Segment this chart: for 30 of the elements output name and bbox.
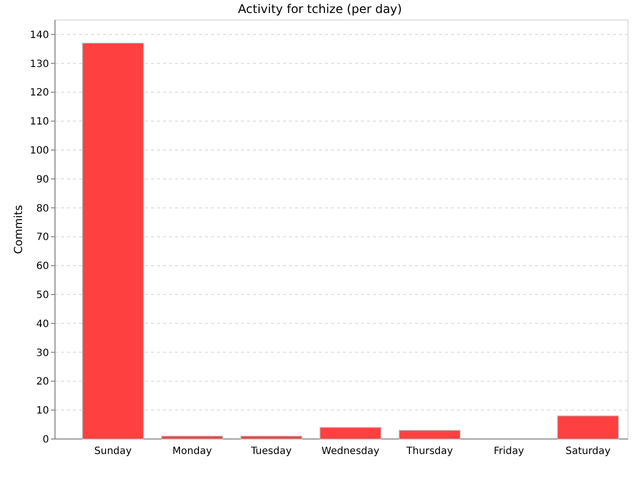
y-tick-label: 140 (30, 30, 49, 41)
bar (161, 436, 224, 440)
y-tick-label: 90 (36, 174, 49, 186)
y-tick-label: 130 (30, 58, 49, 70)
x-tick-label: Friday (494, 446, 524, 457)
bar (82, 42, 144, 440)
y-tick-label: 50 (36, 290, 49, 302)
bar (240, 436, 302, 440)
y-tick-label: 60 (36, 261, 49, 272)
x-tick-label: Wednesday (322, 446, 380, 457)
x-tick-label: Monday (172, 446, 212, 457)
x-tick-label: Thursday (405, 446, 454, 457)
y-axis-title: Commits (12, 204, 25, 254)
y-tick-label: 0 (42, 434, 49, 446)
y-tick-label: 120 (30, 88, 49, 99)
y-tick-label: 110 (30, 116, 49, 128)
y-tick-label: 80 (36, 203, 49, 214)
y-tick-label: 70 (36, 232, 49, 244)
x-tick-label: Saturday (565, 446, 611, 457)
y-tick-label: 30 (36, 348, 49, 359)
bar (398, 430, 461, 440)
y-tick-label: 10 (36, 406, 49, 417)
y-tick-label: 20 (36, 376, 49, 388)
x-tick-label: Sunday (94, 446, 132, 457)
chart-title: Activity for tchize (per day) (238, 2, 402, 16)
y-tick-label: 40 (36, 318, 49, 330)
y-tick-label: 100 (30, 146, 49, 157)
bar (320, 427, 382, 440)
x-tick-label: Tuesday (250, 446, 292, 457)
bar (557, 415, 619, 440)
